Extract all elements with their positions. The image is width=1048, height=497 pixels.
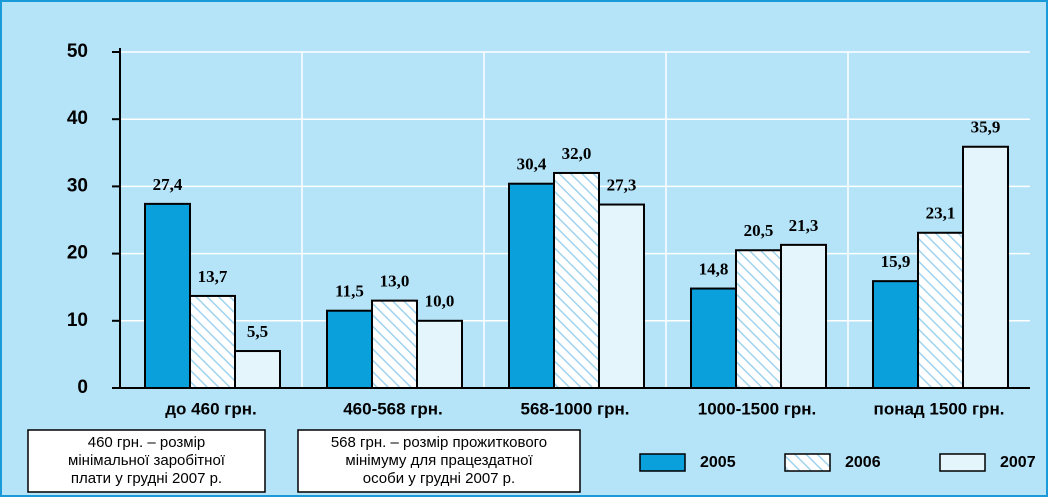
data-label: 21,3 [789,216,819,235]
bar [371,299,418,390]
y-tick-label: 20 [67,243,88,264]
y-tick-label: 30 [67,175,88,196]
data-label: 5,5 [247,322,268,341]
bar [690,287,737,390]
bar [508,182,555,389]
data-label: 20,5 [744,221,774,240]
annotation-text: 568 грн. – розмір прожиткового [331,434,547,451]
y-tick-label: 10 [67,310,88,331]
annotation-text: особи у грудні 2007 р. [363,470,515,487]
annotation-text: мінімуму для працездатної [345,452,533,469]
bar [780,243,827,389]
data-label: 27,4 [153,175,183,194]
x-tick-label: понад 1500 грн. [874,399,1005,418]
x-tick-label: 568-1000 грн. [520,399,629,418]
legend-label: 2007 [1000,454,1036,471]
data-label: 27,3 [607,175,637,194]
annotation-text: плати у грудні 2007 р. [71,470,222,487]
data-label: 32,0 [562,144,592,163]
data-label: 15,9 [881,252,911,271]
annotation-box [297,429,581,493]
bar [553,171,600,389]
y-tick-label: 50 [67,41,88,62]
legend-swatch [784,453,831,472]
data-label: 23,1 [926,204,956,223]
bar [326,309,373,389]
annotation-text: мінімальної заробітної [68,452,226,469]
bar [735,249,782,389]
data-label: 13,7 [198,267,228,286]
bar [917,231,964,389]
x-tick-label: 460-568 грн. [343,399,443,418]
data-label: 11,5 [335,282,364,301]
bar [598,203,645,389]
bar [416,319,463,389]
legend-swatch [639,453,686,472]
x-tick-label: до 460 грн. [165,399,256,418]
y-tick-label: 0 [77,377,88,398]
bar [962,145,1009,389]
bar [189,294,236,390]
legend-swatch [939,453,986,472]
bar [144,202,191,389]
data-label: 30,4 [517,155,547,174]
data-label: 10,0 [425,292,455,311]
bar [872,280,919,390]
data-label: 35,9 [971,118,1001,137]
annotation-text: 460 грн. – розмір [88,434,206,451]
x-tick-label: 1000-1500 грн. [698,399,816,418]
legend-label: 2006 [845,454,881,471]
data-label: 13,0 [380,272,410,291]
y-tick-label: 40 [67,108,88,129]
annotation-box [27,429,266,493]
legend-label: 2005 [700,454,736,471]
bar [234,350,281,390]
data-label: 14,8 [699,259,729,278]
